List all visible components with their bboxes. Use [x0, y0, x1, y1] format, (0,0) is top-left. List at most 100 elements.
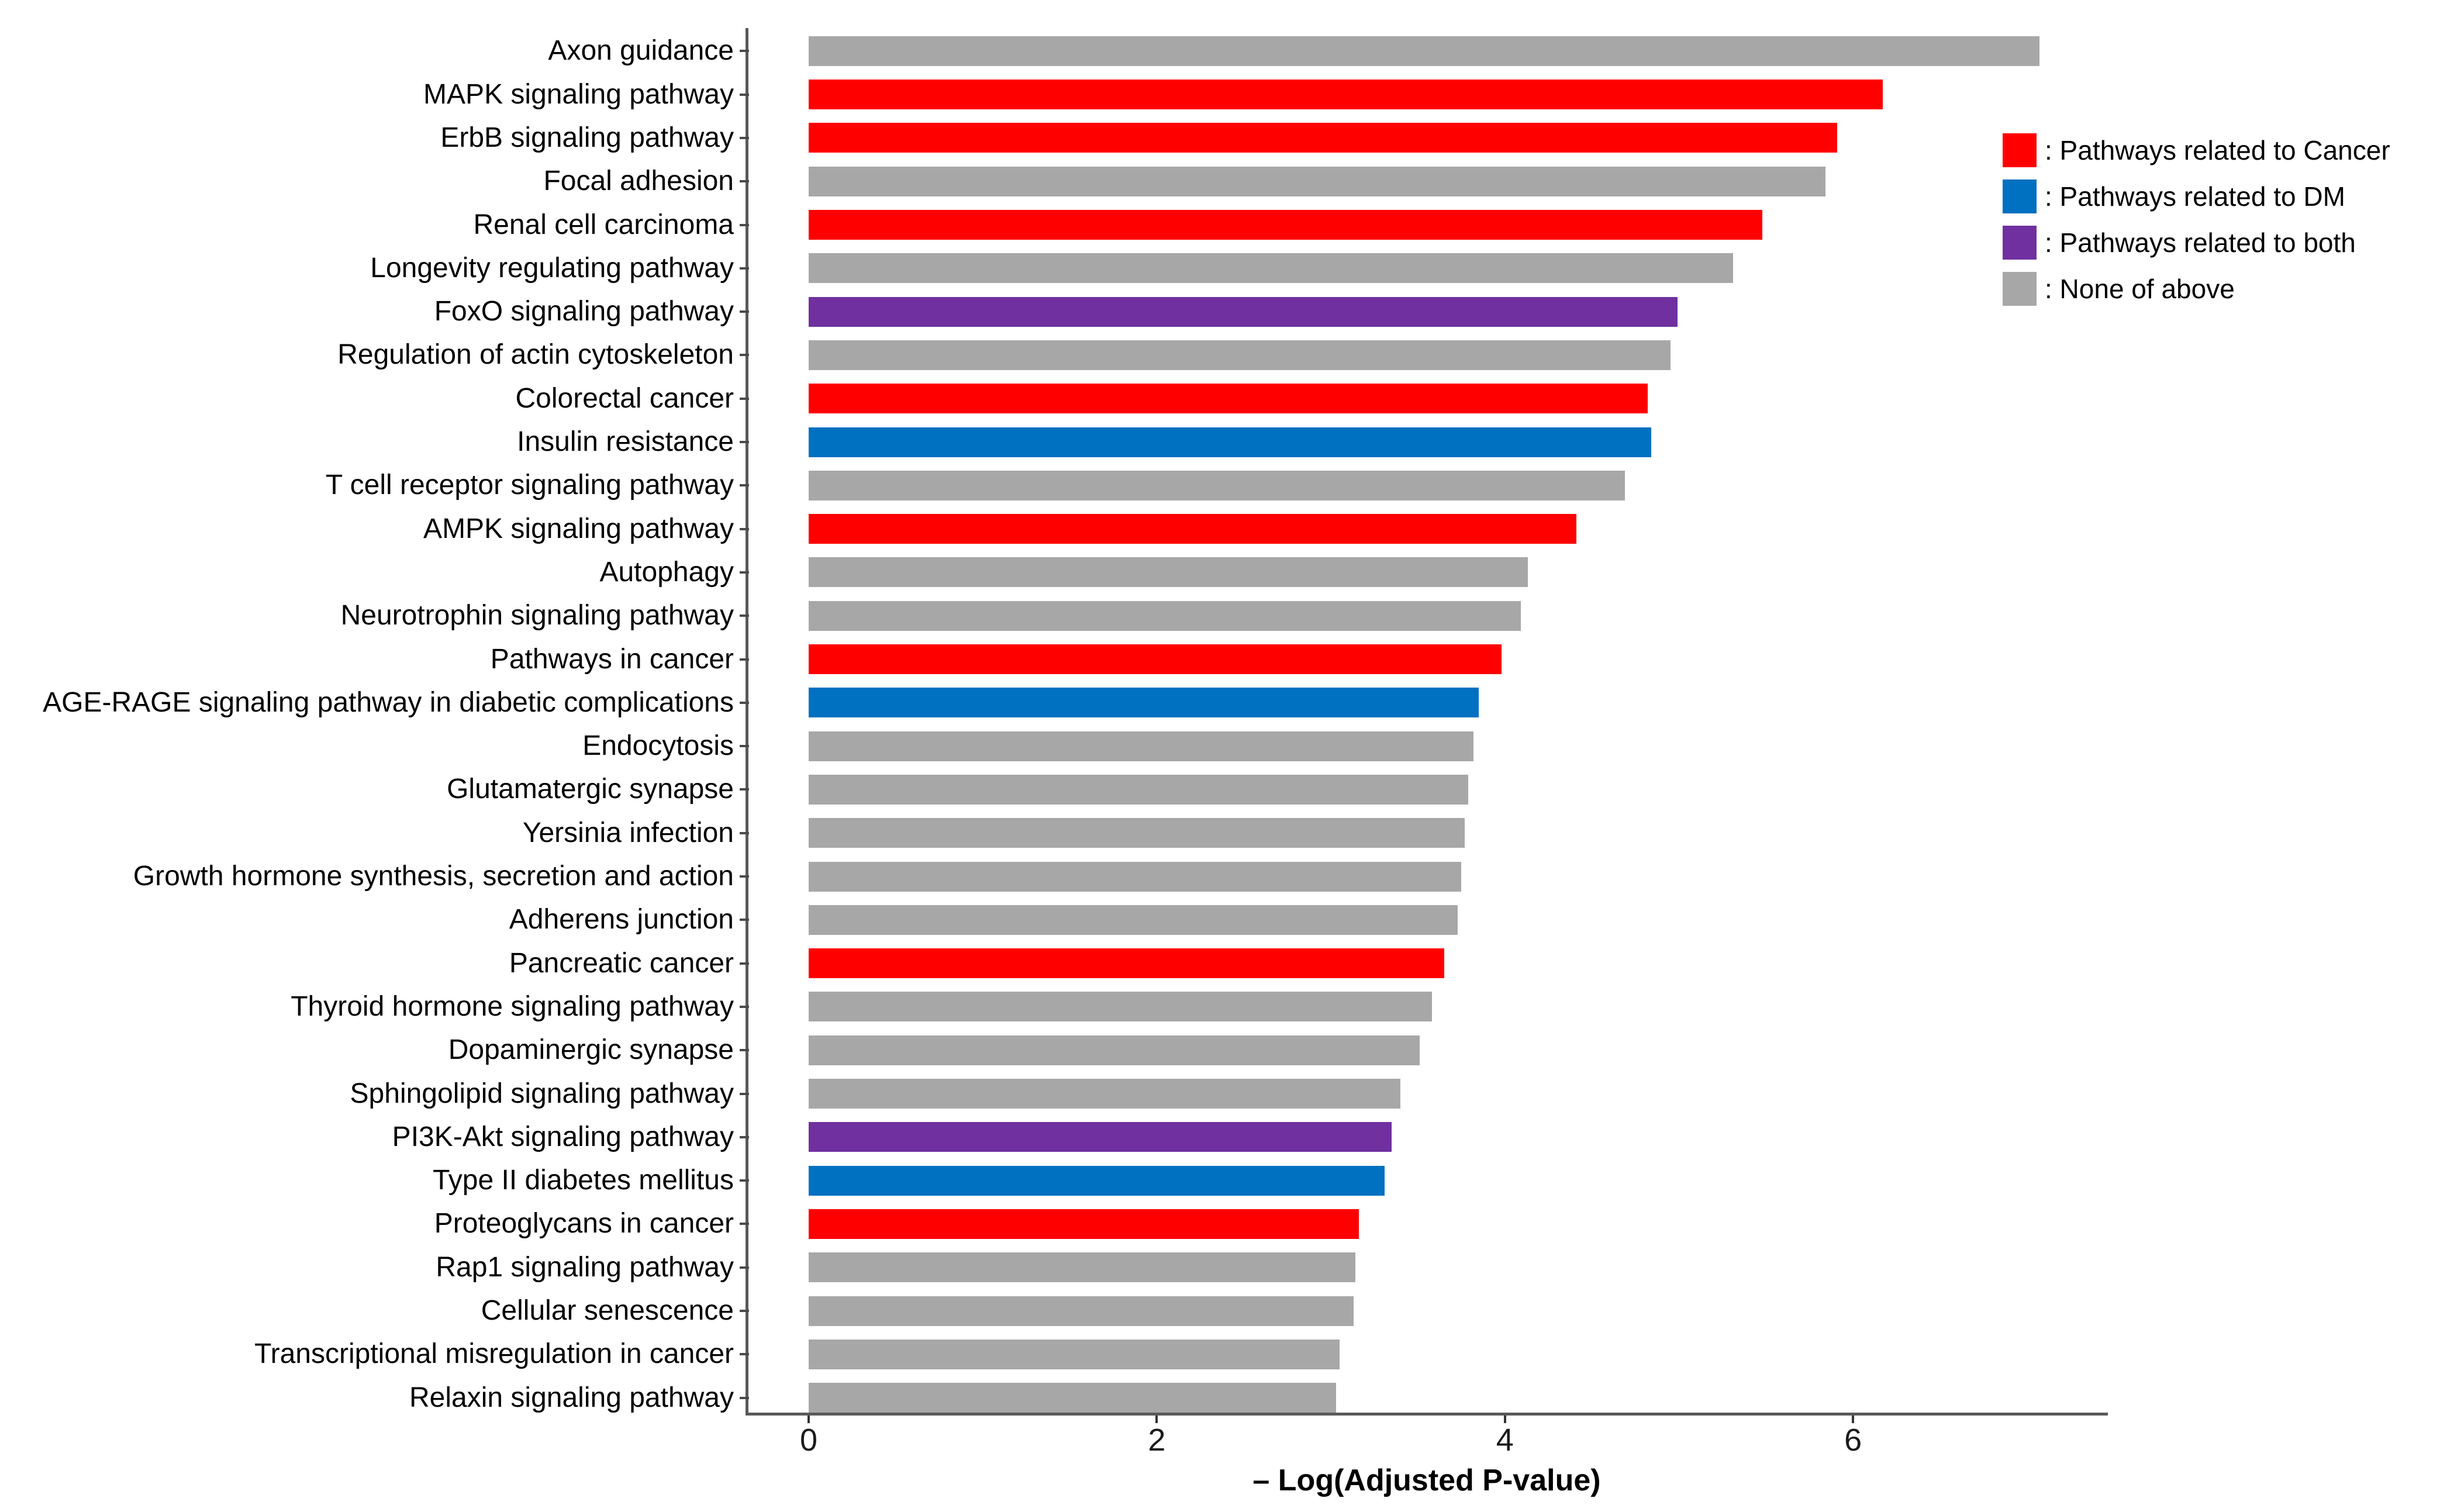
- category-label: Autophagy: [599, 556, 734, 588]
- category-tick: [740, 745, 749, 748]
- bar-cancer: [809, 80, 1883, 110]
- bar-none: [809, 1035, 1420, 1065]
- category-label: T cell receptor signaling pathway: [325, 470, 734, 501]
- category-label: FoxO signaling pathway: [434, 296, 734, 327]
- bar-row: FoxO signaling pathway: [0, 290, 2163, 334]
- legend-label: : Pathways related to Cancer: [2045, 135, 2390, 165]
- category-tick: [740, 50, 749, 53]
- bar-cancer: [809, 123, 1837, 153]
- bar-both: [809, 1122, 1392, 1152]
- category-tick: [740, 180, 749, 183]
- legend-label: : Pathways related to DM: [2045, 181, 2345, 212]
- category-tick: [740, 1310, 749, 1313]
- category-label: MAPK signaling pathway: [423, 78, 734, 110]
- category-label: Type II diabetes mellitus: [433, 1165, 734, 1196]
- bar-dm: [809, 1165, 1385, 1196]
- bar-row: Transcriptional misregulation in cancer: [0, 1333, 2163, 1376]
- category-tick: [740, 1049, 749, 1052]
- bar-row: Rap1 signaling pathway: [0, 1245, 2163, 1289]
- bar-row: Adherens junction: [0, 898, 2163, 942]
- category-tick: [740, 1092, 749, 1095]
- category-tick: [740, 919, 749, 921]
- category-label: Endocytosis: [582, 730, 734, 762]
- y-axis-line: [746, 28, 748, 1415]
- bar-row: Thyroid hormone signaling pathway: [0, 985, 2163, 1028]
- category-label: Thyroid hormone signaling pathway: [291, 990, 734, 1022]
- legend-item: : Pathways related to DM: [2003, 179, 2390, 213]
- category-label: AMPK signaling pathway: [423, 513, 734, 544]
- legend-swatch-cancer: [2003, 133, 2037, 167]
- bar-row: ErbB signaling pathway: [0, 116, 2163, 160]
- x-tick-label: 4: [1496, 1423, 1514, 1458]
- category-label: Growth hormone synthesis, secretion and …: [133, 861, 734, 892]
- category-label: Adherens junction: [509, 904, 734, 935]
- category-tick: [740, 93, 749, 96]
- legend-label: : Pathways related to both: [2045, 227, 2356, 258]
- bar-row: Renal cell carcinoma: [0, 203, 2163, 247]
- bar-row: Autophagy: [0, 550, 2163, 594]
- category-tick: [740, 397, 749, 400]
- category-label: PI3K-Akt signaling pathway: [392, 1121, 734, 1152]
- bar-cancer: [809, 1209, 1359, 1239]
- x-tick-label: 0: [799, 1423, 818, 1458]
- category-label: Renal cell carcinoma: [473, 209, 734, 240]
- legend-item: : Pathways related to both: [2003, 226, 2390, 260]
- bar-cancer: [809, 948, 1444, 979]
- category-tick: [740, 1266, 749, 1269]
- legend-swatch-both: [2003, 226, 2037, 260]
- category-label: Colorectal cancer: [515, 382, 734, 414]
- category-tick: [740, 701, 749, 704]
- category-tick: [740, 441, 749, 444]
- bar-row: Insulin resistance: [0, 420, 2163, 464]
- bar-cancer: [809, 210, 1762, 240]
- x-axis-line: [746, 1413, 2108, 1416]
- category-tick: [740, 310, 749, 313]
- bar-both: [809, 296, 1678, 327]
- category-label: Axon guidance: [548, 35, 734, 67]
- category-label: Insulin resistance: [517, 426, 734, 458]
- bar-row: Pancreatic cancer: [0, 941, 2163, 985]
- bar-row: Axon guidance: [0, 29, 2163, 73]
- bar-none: [809, 166, 1825, 196]
- category-tick: [740, 1396, 749, 1399]
- category-tick: [740, 831, 749, 834]
- legend: : Pathways related to Cancer : Pathways r…: [2003, 133, 2390, 318]
- bar-dm: [809, 688, 1479, 718]
- category-tick: [740, 788, 749, 791]
- bar-cancer: [809, 384, 1648, 414]
- bar-none: [809, 905, 1458, 935]
- bar-none: [809, 1252, 1355, 1283]
- legend-item: : Pathways related to Cancer: [2003, 133, 2390, 167]
- bar-none: [809, 36, 2039, 66]
- bar-row: Colorectal cancer: [0, 377, 2163, 420]
- category-tick: [740, 1135, 749, 1138]
- category-label: Relaxin signaling pathway: [409, 1382, 734, 1413]
- category-tick: [740, 354, 749, 357]
- category-label: AGE-RAGE signaling pathway in diabetic c…: [43, 686, 734, 718]
- bar-none: [809, 731, 1473, 761]
- bar-none: [809, 992, 1432, 1022]
- bar-row: AGE-RAGE signaling pathway in diabetic c…: [0, 681, 2163, 724]
- bar-none: [809, 818, 1465, 848]
- category-tick: [740, 875, 749, 878]
- bar-row: Regulation of actin cytoskeleton: [0, 333, 2163, 377]
- category-label: Transcriptional misregulation in cancer: [254, 1338, 734, 1370]
- category-label: Longevity regulating pathway: [370, 252, 734, 284]
- legend-swatch-dm: [2003, 179, 2037, 213]
- category-tick: [740, 615, 749, 617]
- category-tick: [740, 1223, 749, 1226]
- bar-none: [809, 600, 1521, 631]
- bar-row: Proteoglycans in cancer: [0, 1202, 2163, 1246]
- category-tick: [740, 223, 749, 226]
- bar-row: Dopaminergic synapse: [0, 1028, 2163, 1072]
- category-tick: [740, 571, 749, 574]
- bar-row: T cell receptor signaling pathway: [0, 464, 2163, 508]
- x-tick-label: 2: [1148, 1423, 1166, 1458]
- category-tick: [740, 136, 749, 139]
- x-tick: [1155, 1416, 1158, 1423]
- category-tick: [740, 484, 749, 487]
- category-tick: [740, 1353, 749, 1356]
- category-tick: [740, 1179, 749, 1182]
- x-axis-title: – Log(Adjusted P-value): [1252, 1463, 1601, 1497]
